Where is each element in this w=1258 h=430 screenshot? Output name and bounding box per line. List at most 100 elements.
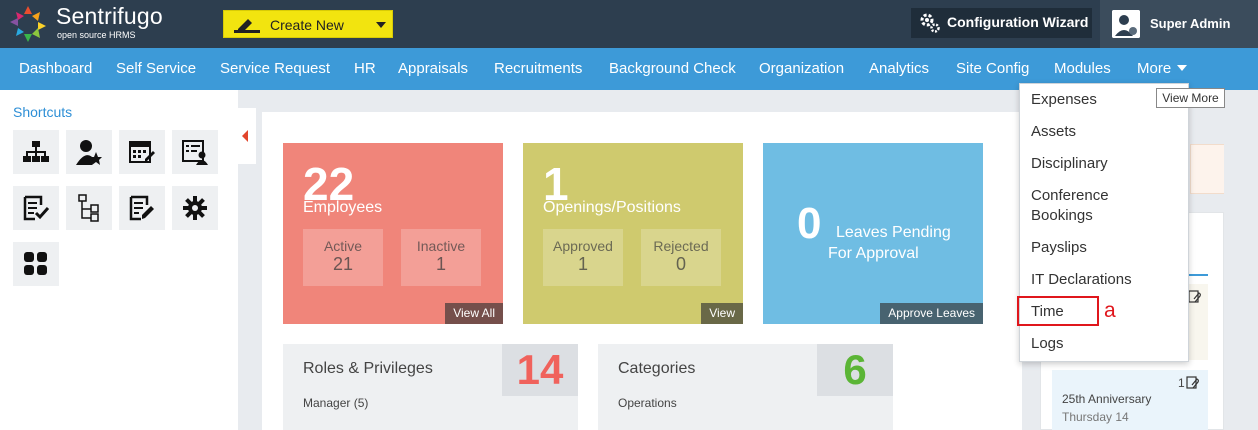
shortcut-checklist[interactable] (13, 186, 59, 230)
brand-subtitle: open source HRMS (57, 30, 136, 40)
openings-tile: 1 Openings/Positions Approved 1 Rejected… (523, 143, 743, 324)
roles-sub: Manager (5) (303, 396, 369, 410)
shortcut-tree-doc[interactable] (66, 186, 112, 230)
tree-doc-icon (78, 194, 99, 222)
nav-site-config[interactable]: Site Config (956, 60, 1030, 77)
menu-item-time[interactable]: Time (1031, 303, 1064, 320)
annotation-label: a (1104, 299, 1116, 322)
shortcut-all-apps[interactable] (13, 242, 59, 286)
menu-item-assets[interactable]: Assets (1031, 123, 1077, 140)
notice-widget (1190, 144, 1224, 194)
approved-label: Approved (553, 238, 613, 254)
nav-service-request[interactable]: Service Request (220, 60, 331, 77)
shortcut-user-star[interactable] (66, 130, 112, 174)
leaves-count: 0 (797, 199, 822, 248)
nav-background-check[interactable]: Background Check (609, 60, 736, 77)
shortcut-calendar[interactable] (119, 130, 165, 174)
pencil-icon (234, 19, 260, 33)
view-openings-button[interactable]: View (701, 303, 743, 324)
shortcut-settings[interactable] (172, 186, 218, 230)
shortcut-org-chart[interactable] (13, 130, 59, 174)
nav-modules[interactable]: Modules (1054, 60, 1111, 77)
anniversary-event-card[interactable]: 1 25th Anniversary Thursday 14 (1052, 370, 1208, 430)
view-all-button[interactable]: View All (445, 303, 503, 324)
nav-analytics[interactable]: Analytics (869, 60, 930, 77)
shortcuts-title: Shortcuts (13, 104, 73, 120)
time-highlight-box (1017, 296, 1099, 326)
shortcut-id-card[interactable] (172, 130, 218, 174)
create-new-button[interactable]: Create New (223, 10, 393, 38)
configuration-wizard-label: Configuration Wizard (947, 14, 1089, 30)
paperclip-icon (1186, 376, 1199, 389)
leaves-title-line1: Leaves Pending (836, 224, 951, 241)
gears-icon (920, 13, 940, 33)
events-tab-underline (1188, 274, 1208, 276)
arrow-left-icon (242, 130, 248, 142)
nav-dashboard[interactable]: Dashboard (19, 60, 93, 77)
active-value: 21 (332, 254, 354, 274)
top-bar: Sentrifugo open source HRMS Create New C… (0, 0, 1258, 48)
paperclip-icon (1188, 290, 1201, 303)
active-employees-box: Active 21 (303, 229, 383, 286)
leaves-tile: 0 Leaves Pending For Approval Approve Le… (763, 143, 983, 324)
openings-title: Openings/Positions (543, 199, 681, 216)
roles-privileges-card[interactable]: Roles & Privileges 14 Manager (5) (283, 344, 578, 430)
user-menu[interactable]: Super Admin (1100, 0, 1258, 48)
roles-privileges-title: Roles & Privileges (303, 360, 433, 377)
leaves-title-line2: For Approval (828, 245, 919, 262)
calendar-edit-icon (129, 141, 155, 163)
nav-appraisals[interactable]: Appraisals (398, 60, 469, 77)
menu-item-bookings[interactable]: Bookings (1031, 207, 1093, 224)
approve-leaves-button[interactable]: Approve Leaves (880, 303, 983, 324)
rejected-value: 0 (675, 254, 686, 274)
nav-more[interactable]: More (1137, 60, 1188, 77)
checklist-icon (23, 195, 49, 221)
roles-count: 14 (502, 344, 578, 396)
event-title: 25th Anniversary (1062, 392, 1152, 406)
nav-recruitments[interactable]: Recruitments (494, 60, 583, 77)
brand-name: Sentrifugo (56, 3, 163, 29)
nav-hr[interactable]: HR (354, 60, 376, 77)
event-attachment-count: 1 (1178, 376, 1185, 390)
doc-edit-icon (129, 195, 154, 221)
nav-self-service[interactable]: Self Service (116, 60, 197, 77)
configuration-wizard-button[interactable]: Configuration Wizard (911, 8, 1092, 38)
menu-item-conference[interactable]: Conference (1031, 187, 1109, 204)
nav-more-label: More (1137, 60, 1172, 77)
categories-card[interactable]: Categories 6 Operations (598, 344, 893, 430)
menu-item-disciplinary[interactable]: Disciplinary (1031, 155, 1108, 172)
org-chart-icon (23, 141, 49, 162)
employees-title: Employees (303, 199, 383, 216)
user-name: Super Admin (1150, 16, 1231, 31)
rejected-box: Rejected 0 (641, 229, 721, 286)
grid-apps-icon (24, 252, 47, 275)
collapse-sidebar-toggle[interactable] (238, 108, 256, 164)
employees-tile: 22 Employees Active 21 Inactive 1 View A… (283, 143, 503, 324)
openings-count: 1 (543, 158, 569, 210)
rejected-label: Rejected (653, 238, 709, 254)
id-card-icon (182, 140, 208, 165)
menu-item-payslips[interactable]: Payslips (1031, 239, 1087, 256)
user-avatar-icon (1112, 10, 1140, 38)
sentrifugo-logo-icon (10, 6, 46, 42)
approved-value: 1 (577, 254, 588, 274)
menu-item-it-declarations[interactable]: IT Declarations (1031, 271, 1132, 288)
caret-down-icon (1177, 65, 1188, 71)
inactive-employees-box: Inactive 1 (401, 229, 481, 286)
approved-box: Approved 1 (543, 229, 623, 286)
categories-sub: Operations (618, 396, 677, 410)
chevron-down-icon (376, 22, 386, 28)
nav-organization[interactable]: Organization (759, 60, 845, 77)
menu-item-expenses[interactable]: Expenses (1031, 91, 1097, 108)
categories-count: 6 (817, 344, 893, 396)
more-dropdown-menu: Expenses Assets Disciplinary Conference … (1019, 83, 1189, 362)
active-label: Active (323, 238, 363, 254)
event-date: Thursday 14 (1062, 410, 1129, 424)
user-star-icon (76, 140, 102, 165)
menu-item-logs[interactable]: Logs (1031, 335, 1064, 352)
shortcut-doc-edit[interactable] (119, 186, 165, 230)
gear-icon (183, 196, 207, 220)
inactive-value: 1 (435, 254, 446, 274)
view-more-tooltip: View More (1156, 88, 1225, 108)
employees-count: 22 (303, 158, 355, 210)
